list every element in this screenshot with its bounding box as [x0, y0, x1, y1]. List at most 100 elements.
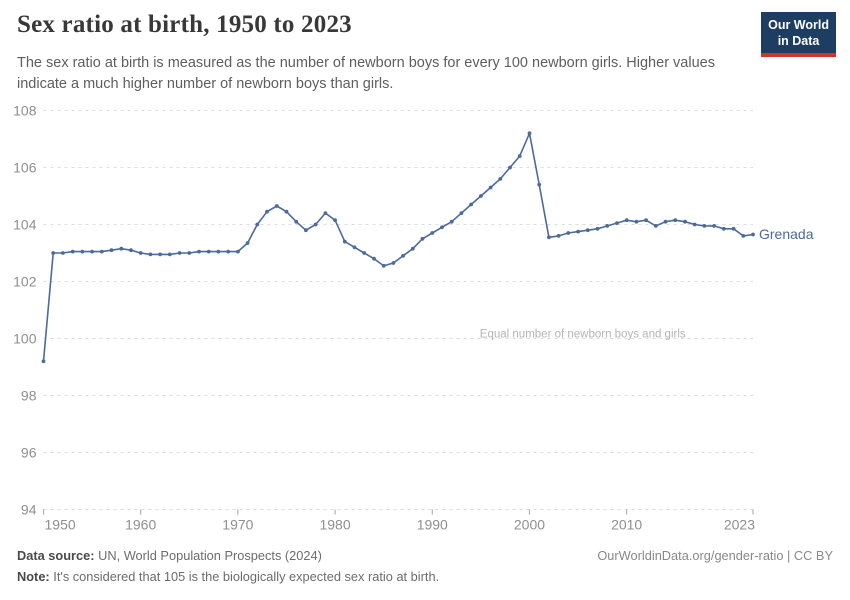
data-point	[479, 194, 483, 198]
data-point	[99, 249, 104, 254]
data-point	[61, 251, 65, 255]
data-point	[605, 224, 610, 228]
data-point	[109, 248, 114, 253]
y-tick-label: 100	[13, 331, 37, 347]
data-point	[692, 222, 697, 227]
y-tick-label: 98	[21, 388, 37, 404]
data-point	[410, 246, 415, 251]
data-point	[498, 177, 503, 181]
data-point	[352, 245, 357, 250]
data-point	[585, 228, 590, 233]
note-row: Note: It's considered that 105 is the bi…	[17, 569, 439, 584]
data-point	[284, 209, 289, 214]
data-point	[663, 219, 668, 224]
data-point	[294, 219, 299, 224]
line-chart: 94 96 98 100 102 104 106 108 1950 1960 1970 1980 199…	[13, 103, 814, 533]
x-tick-label: 1970	[222, 517, 253, 533]
x-tick-label: 1980	[319, 517, 350, 533]
data-point	[401, 253, 405, 258]
data-point	[488, 185, 493, 190]
owid-logo-line1: Our World	[768, 18, 829, 32]
x-tick-label: 1950	[45, 517, 76, 533]
data-point	[731, 226, 736, 231]
x-tick-label: 2023	[724, 517, 755, 533]
data-point	[644, 218, 648, 223]
data-point	[547, 235, 551, 240]
data-point	[712, 224, 716, 228]
data-point	[576, 229, 580, 234]
data-source-row: Data source: UN, World Population Prospe…	[17, 548, 322, 563]
data-point	[80, 249, 85, 254]
x-tick-label: 1990	[417, 517, 448, 533]
data-point	[342, 239, 347, 244]
data-point	[391, 261, 396, 265]
data-point	[158, 252, 163, 257]
data-point	[226, 249, 231, 254]
data-point	[508, 165, 512, 170]
data-point	[245, 241, 250, 245]
data-point	[420, 236, 425, 241]
data-point	[517, 154, 522, 158]
y-tick-label: 106	[13, 160, 37, 176]
data-point	[41, 359, 46, 364]
series-end-label: Grenada	[759, 226, 814, 242]
data-point	[177, 251, 182, 255]
data-point	[702, 224, 707, 228]
data-point	[323, 211, 328, 215]
data-point	[187, 251, 192, 255]
y-tick-label: 104	[13, 217, 37, 233]
data-point	[615, 221, 619, 225]
data-point	[216, 249, 221, 254]
data-point	[372, 256, 376, 261]
owid-logo[interactable]: Our World in Data	[761, 12, 836, 58]
data-point	[469, 202, 473, 207]
data-point	[440, 225, 444, 230]
y-tick-label: 96	[21, 445, 37, 461]
data-point	[129, 248, 133, 253]
data-point	[653, 224, 658, 228]
data-point	[206, 249, 211, 254]
data-point	[683, 219, 687, 224]
data-point	[148, 252, 153, 257]
equal-ratio-annotation: Equal number of newborn boys and girls	[480, 329, 686, 341]
attribution-link[interactable]: OurWorldinData.org/gender-ratio | CC BY	[597, 548, 833, 563]
data-point	[556, 234, 561, 238]
data-point	[537, 182, 542, 187]
data-point	[333, 218, 337, 223]
data-point	[673, 218, 678, 223]
data-point	[197, 249, 201, 254]
data-source-value: UN, World Population Prospects (2024)	[98, 548, 322, 563]
data-source-label: Data source:	[17, 548, 95, 563]
y-tick-label: 102	[13, 274, 37, 290]
chart-subtitle: The sex ratio at birth is measured as th…	[17, 55, 715, 92]
data-point	[236, 249, 240, 254]
data-point	[362, 251, 367, 255]
x-tick-label: 2000	[514, 517, 545, 533]
data-point	[304, 228, 308, 233]
data-point	[167, 252, 172, 257]
y-tick-label: 108	[13, 103, 37, 119]
data-point	[459, 211, 464, 215]
data-point	[274, 204, 279, 208]
page-title: Sex ratio at birth, 1950 to 2023	[17, 11, 352, 38]
data-point	[634, 219, 639, 224]
note-value: It's considered that 105 is the biologic…	[53, 569, 440, 584]
x-tick-label: 1960	[125, 517, 156, 533]
data-point	[527, 131, 532, 136]
data-point	[70, 249, 75, 254]
data-point	[721, 226, 726, 231]
data-point	[51, 251, 56, 255]
data-point	[119, 246, 124, 251]
data-point	[265, 209, 269, 214]
data-point	[138, 251, 143, 255]
data-point	[255, 222, 260, 227]
data-point	[751, 232, 755, 237]
data-point	[741, 234, 746, 238]
data-point	[381, 263, 386, 268]
y-tick-label: 94	[21, 502, 37, 518]
data-point	[90, 249, 94, 254]
data-point	[313, 222, 318, 227]
data-point	[595, 226, 600, 231]
note-label: Note:	[17, 569, 50, 584]
x-tick-label: 2010	[611, 517, 642, 533]
